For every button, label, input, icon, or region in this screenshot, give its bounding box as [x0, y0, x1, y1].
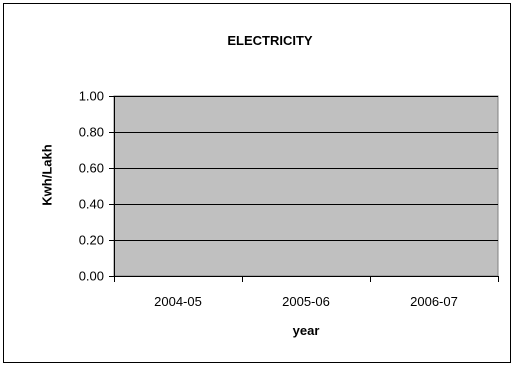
- x-axis-label: year: [292, 323, 320, 338]
- plot-area: [113, 95, 499, 277]
- y-tick-label: 0.60: [79, 161, 104, 176]
- y-tick-label: 0.00: [79, 269, 104, 284]
- x-tick-label: 2006-07: [410, 294, 458, 309]
- x-tick-label: 2005-06: [282, 294, 330, 309]
- y-tick-label: 0.80: [79, 125, 104, 140]
- chart-title: ELECTRICITY: [227, 33, 313, 48]
- x-tick-label: 2004-05: [154, 294, 202, 309]
- y-tick-label: 0.40: [79, 197, 104, 212]
- y-tick-label: 1.00: [79, 89, 104, 104]
- y-tick-label: 0.20: [79, 233, 104, 248]
